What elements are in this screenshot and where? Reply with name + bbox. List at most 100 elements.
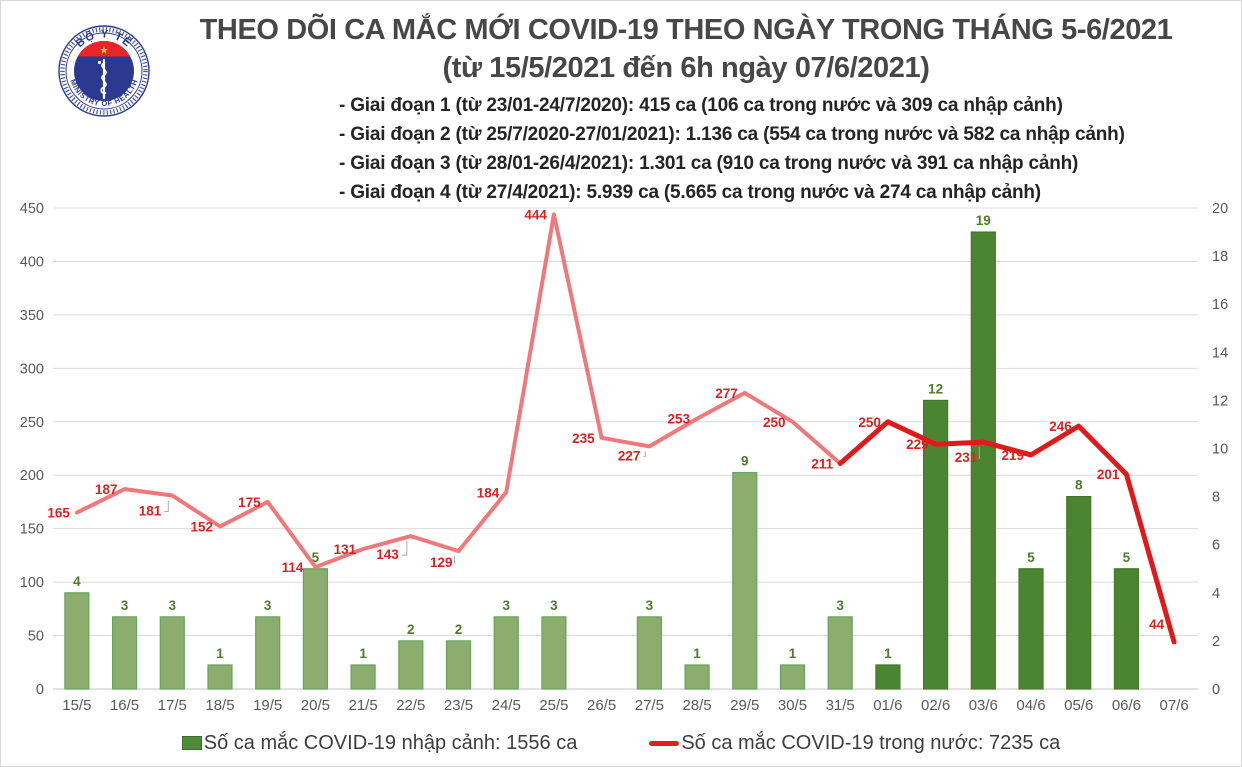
line-value-label: 277 bbox=[715, 386, 738, 401]
bar-value-label: 3 bbox=[502, 598, 510, 613]
x-axis-label: 03/6 bbox=[969, 697, 998, 714]
legend-domestic-label: Số ca mắc COVID-19 trong nước: 7235 ca bbox=[681, 731, 1061, 754]
imported-cases-bar bbox=[159, 616, 185, 690]
imported-cases-bar bbox=[1018, 568, 1044, 690]
label-connector bbox=[454, 556, 456, 564]
chart-legend: Số ca mắc COVID-19 nhập cảnh: 1556 ca Số… bbox=[1, 727, 1241, 759]
right-axis-label: 16 bbox=[1212, 297, 1228, 313]
x-axis-label: 06/6 bbox=[1112, 697, 1141, 714]
x-axis-label: 19/5 bbox=[253, 697, 282, 714]
right-axis-label: 20 bbox=[1212, 201, 1228, 217]
left-axis-label: 100 bbox=[20, 575, 44, 591]
left-axis-label: 350 bbox=[20, 308, 44, 324]
x-axis-label: 20/5 bbox=[301, 697, 330, 714]
line-value-label: 131 bbox=[334, 542, 357, 557]
imported-cases-bar bbox=[445, 640, 472, 690]
left-axis-label: 150 bbox=[20, 522, 44, 538]
legend-item-domestic: Số ca mắc COVID-19 trong nước: 7235 ca bbox=[649, 732, 1060, 755]
line-value-label: 165 bbox=[47, 506, 70, 521]
bar-value-label: 2 bbox=[407, 622, 415, 637]
imported-cases-bar bbox=[684, 664, 710, 690]
bar-value-label: 19 bbox=[976, 213, 991, 228]
bar-value-label: 1 bbox=[216, 646, 224, 661]
line-value-label: 201 bbox=[1097, 467, 1120, 482]
x-axis-label: 31/5 bbox=[826, 697, 855, 714]
bar-value-label: 3 bbox=[121, 598, 129, 613]
bar-value-label: 3 bbox=[646, 598, 654, 613]
left-axis-label: 300 bbox=[20, 361, 44, 377]
line-value-label: 231 bbox=[955, 450, 978, 465]
bar-value-label: 1 bbox=[359, 646, 367, 661]
bar-value-label: 12 bbox=[928, 381, 943, 396]
imported-cases-bar bbox=[111, 616, 138, 690]
bar-value-label: 5 bbox=[1123, 550, 1131, 565]
imported-cases-bar bbox=[827, 616, 853, 690]
stage-line-1: - Giai đoạn 1 (từ 23/01-24/7/2020): 415 … bbox=[339, 95, 1063, 116]
domestic-line-light bbox=[74, 212, 843, 570]
right-axis-label: 4 bbox=[1212, 586, 1220, 602]
line-value-label: 152 bbox=[190, 520, 213, 535]
x-axis-label: 17/5 bbox=[158, 697, 187, 714]
imported-cases-bar bbox=[493, 616, 519, 690]
x-axis-label: 01/6 bbox=[873, 697, 902, 714]
left-axis-label: 0 bbox=[36, 682, 44, 698]
stage-line-4: - Giai đoạn 4 (từ 27/4/2021): 5.939 ca (… bbox=[339, 182, 1041, 203]
line-value-label: 143 bbox=[376, 547, 399, 562]
stage-line-2: - Giai đoạn 2 (từ 25/7/2020-27/01/2021):… bbox=[339, 124, 1125, 145]
bar-value-label: 4 bbox=[73, 574, 81, 589]
x-axis-label: 21/5 bbox=[349, 697, 378, 714]
label-connector bbox=[643, 451, 646, 457]
x-axis-label: 23/5 bbox=[444, 697, 473, 714]
line-value-label: 235 bbox=[572, 431, 595, 446]
imported-cases-bar bbox=[875, 664, 901, 690]
imported-cases-bar bbox=[255, 616, 281, 690]
right-axis-label: 2 bbox=[1212, 634, 1220, 650]
legend-item-imported: Số ca mắc COVID-19 nhập cảnh: 1556 ca bbox=[181, 731, 578, 755]
line-value-label: 250 bbox=[858, 415, 881, 430]
line-value-label: 44 bbox=[1149, 617, 1165, 632]
bar-value-label: 2 bbox=[455, 622, 463, 637]
line-value-label: 211 bbox=[811, 456, 833, 471]
left-axis-label: 450 bbox=[20, 201, 44, 217]
left-axis-label: 250 bbox=[20, 415, 44, 431]
logo-star-icon: ★ bbox=[100, 46, 109, 57]
line-value-label: 250 bbox=[763, 415, 786, 430]
legend-imported-label: Số ca mắc COVID-19 nhập cảnh: 1556 ca bbox=[203, 731, 578, 754]
imported-cases-bar bbox=[732, 471, 758, 690]
x-axis-label: 04/6 bbox=[1016, 697, 1045, 714]
imported-cases-swatch-icon bbox=[181, 736, 202, 750]
label-connector bbox=[978, 447, 981, 459]
x-axis-label: 16/5 bbox=[110, 697, 139, 714]
page-subtitle: (từ 15/5/2021 đến 6h ngày 07/6/2021) bbox=[442, 52, 930, 84]
imported-cases-bar bbox=[541, 616, 567, 690]
x-axis-label: 25/5 bbox=[539, 697, 568, 714]
line-value-label: 181 bbox=[139, 504, 162, 519]
label-connector bbox=[164, 500, 169, 513]
bar-value-label: 9 bbox=[741, 454, 749, 469]
x-axis-label: 22/5 bbox=[396, 697, 425, 714]
logo-inner-ring bbox=[65, 32, 143, 110]
left-axis-label: 400 bbox=[20, 254, 44, 270]
right-axis-label: 18 bbox=[1212, 249, 1228, 265]
logo-outer-ring bbox=[58, 25, 150, 117]
imported-cases-bar bbox=[64, 592, 90, 690]
logo-staff-snake-icon bbox=[97, 58, 107, 100]
covid-daily-chart: 0501001502002503003504004500246810121416… bbox=[20, 201, 1228, 714]
x-axis-label: 26/5 bbox=[587, 697, 616, 714]
x-axis-label: 28/5 bbox=[682, 697, 711, 714]
x-axis-label: 15/5 bbox=[62, 697, 91, 714]
line-value-label: 184 bbox=[477, 485, 500, 500]
imported-cases-bar bbox=[207, 664, 233, 690]
logo-tick-ring bbox=[60, 27, 148, 115]
x-axis-label: 07/6 bbox=[1160, 697, 1189, 714]
imported-cases-bar bbox=[970, 231, 996, 690]
line-value-label: 229 bbox=[906, 437, 929, 452]
x-axis-label: 02/6 bbox=[921, 697, 950, 714]
imported-cases-bar bbox=[302, 568, 328, 690]
label-connector bbox=[401, 541, 408, 556]
bar-value-label: 5 bbox=[312, 550, 320, 565]
imported-cases-bar bbox=[636, 616, 662, 690]
x-axis-label: 27/5 bbox=[635, 697, 664, 714]
line-value-label: 253 bbox=[668, 412, 691, 427]
